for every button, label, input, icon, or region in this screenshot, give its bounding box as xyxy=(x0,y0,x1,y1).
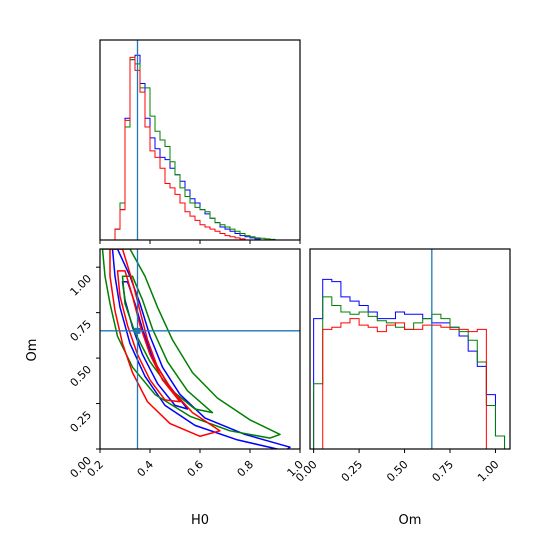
contour-x-tick-label: 0.8 xyxy=(235,458,257,480)
contour-line-2-1 xyxy=(116,270,181,403)
h0-om-contour-panel: 0.2 0.4 0.6 0.8 1.0 0.000.250.500.751.00 xyxy=(68,248,306,480)
h0-histogram-panel xyxy=(99,39,301,244)
contour-x-tick-label: 0.6 xyxy=(185,458,207,480)
contour-y-tick-label: 0.50 xyxy=(68,363,95,390)
contour-y-tick-label: 0.75 xyxy=(68,318,95,345)
om-histogram-tick-label: 0.25 xyxy=(339,458,366,485)
truth-point-marker xyxy=(134,327,141,334)
contour-frame xyxy=(99,248,301,450)
x-axis-title-h0: H0 xyxy=(191,513,209,528)
contour-line-0-0 xyxy=(111,249,291,449)
om-histogram-tick-label: 1.00 xyxy=(475,458,502,485)
om-histogram-step-0 xyxy=(313,278,506,449)
h0-histogram-step-0 xyxy=(100,54,300,241)
om-histogram-panel: 0.00 0.25 0.50 0.75 1.00 xyxy=(293,248,511,485)
contour-line-1-1 xyxy=(121,275,214,414)
om-histogram-step-1 xyxy=(313,296,506,449)
om-histogram-step-2 xyxy=(313,318,505,450)
om-histogram-frame xyxy=(309,248,511,450)
x-axis-title-om: Om xyxy=(399,513,422,528)
contour-series xyxy=(101,249,291,449)
h0-histogram-ticks xyxy=(99,240,301,244)
contour-y-tick-label: 1.00 xyxy=(68,272,95,299)
contour-y-tick-label: 0.25 xyxy=(68,408,95,435)
contour-x-ticks: 0.2 0.4 0.6 0.8 1.0 xyxy=(85,449,306,480)
h0-histogram-step-2 xyxy=(100,56,300,241)
om-histogram-series xyxy=(313,278,506,450)
contour-y-ticks: 0.000.250.500.751.00 xyxy=(68,266,100,480)
h0-histogram-series xyxy=(100,54,300,241)
om-histogram-tick-label: 0.50 xyxy=(384,458,411,485)
contour-x-tick-label: 0.4 xyxy=(135,458,157,480)
y-axis-title-om: Om xyxy=(25,339,40,362)
contour-line-1-0 xyxy=(101,249,281,439)
om-histogram-ticks: 0.00 0.25 0.50 0.75 1.00 xyxy=(293,449,502,485)
om-histogram-tick-label: 0.75 xyxy=(430,458,457,485)
